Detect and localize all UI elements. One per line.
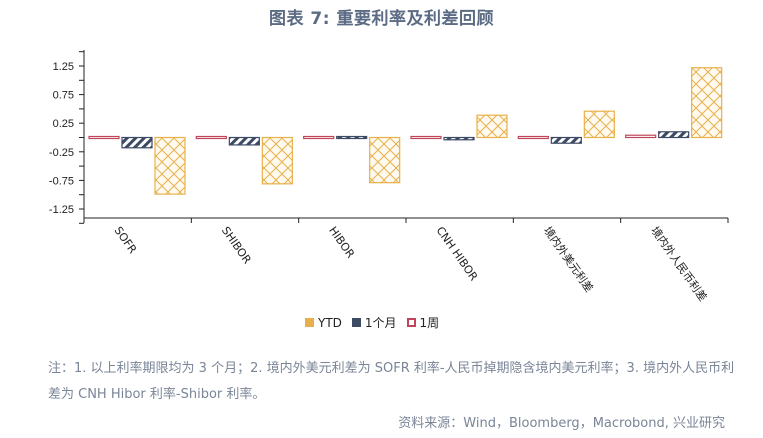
x-category-label: 境内外人民币利差: [648, 224, 710, 304]
footnote: 注：1. 以上利率期限均为 3 个月；2. 境内外美元利差为 SOFR 利率-人…: [48, 361, 735, 402]
legend-label: YTD: [318, 315, 342, 330]
bar-1week: [195, 135, 227, 140]
legend-label: 1个月: [364, 316, 397, 330]
x-category-label: HIBOR: [326, 224, 357, 261]
x-category-label: 境内外美元利差: [541, 224, 597, 295]
x-category-label: SHIBOR: [219, 224, 254, 266]
legend-item-1month[interactable]: 1个月: [351, 314, 397, 331]
crosshatch-swatch-icon: [305, 318, 314, 327]
y-tick-label: 1.25: [53, 61, 74, 73]
bar-1month: [550, 136, 582, 144]
bar-ytd: [154, 136, 186, 195]
legend-item-ytd[interactable]: YTD: [305, 316, 342, 330]
legend-label: 1周: [419, 316, 440, 330]
x-category-label: CNH HIBOR: [434, 224, 481, 283]
y-tick-label: -0.75: [49, 175, 74, 187]
y-tick-label: 0.75: [53, 90, 74, 102]
bar-1week: [303, 135, 335, 140]
bar-ytd: [476, 114, 508, 139]
bar-1month: [658, 131, 690, 139]
bar-1week: [410, 135, 442, 140]
y-tick-label: 0.25: [53, 118, 74, 130]
outline-swatch-icon: [406, 318, 416, 327]
y-tick-label: -0.25: [49, 147, 74, 159]
chart-title: 图表 7: 重要利率及利差回顾: [269, 9, 494, 29]
x-axis-labels: SOFR SHIBOR HIBOR CNH HIBOR 境内外美元利差 境内外人民币利差: [112, 224, 711, 304]
diagonal-swatch-icon: [351, 318, 361, 327]
bar-ytd: [261, 136, 293, 185]
x-category-label: SOFR: [112, 224, 140, 256]
bar-ytd: [583, 110, 615, 139]
bar-1month: [336, 135, 368, 140]
bar-ytd: [691, 67, 723, 139]
bar-chart: 1.25 0.75 0.25 -0.25 -0.75 -1.25 SOFR SHIBOR HI…: [49, 50, 729, 304]
bars: [88, 67, 723, 195]
y-tick-label: -1.25: [49, 204, 74, 216]
legend: YTD 1个月 1周: [305, 314, 439, 331]
bar-1month: [228, 136, 260, 146]
bar-1week: [88, 135, 120, 140]
bar-1month: [443, 136, 475, 141]
source-line: 资料来源：Wind，Bloomberg，Macrobond, 兴业研究: [398, 416, 725, 431]
axes: 1.25 0.75 0.25 -0.25 -0.75 -1.25: [49, 50, 729, 224]
bar-1month: [121, 136, 153, 149]
legend-item-1week[interactable]: 1周: [406, 314, 440, 331]
bar-1week: [517, 135, 549, 140]
bar-ytd: [369, 136, 401, 184]
bar-1week: [625, 134, 657, 139]
